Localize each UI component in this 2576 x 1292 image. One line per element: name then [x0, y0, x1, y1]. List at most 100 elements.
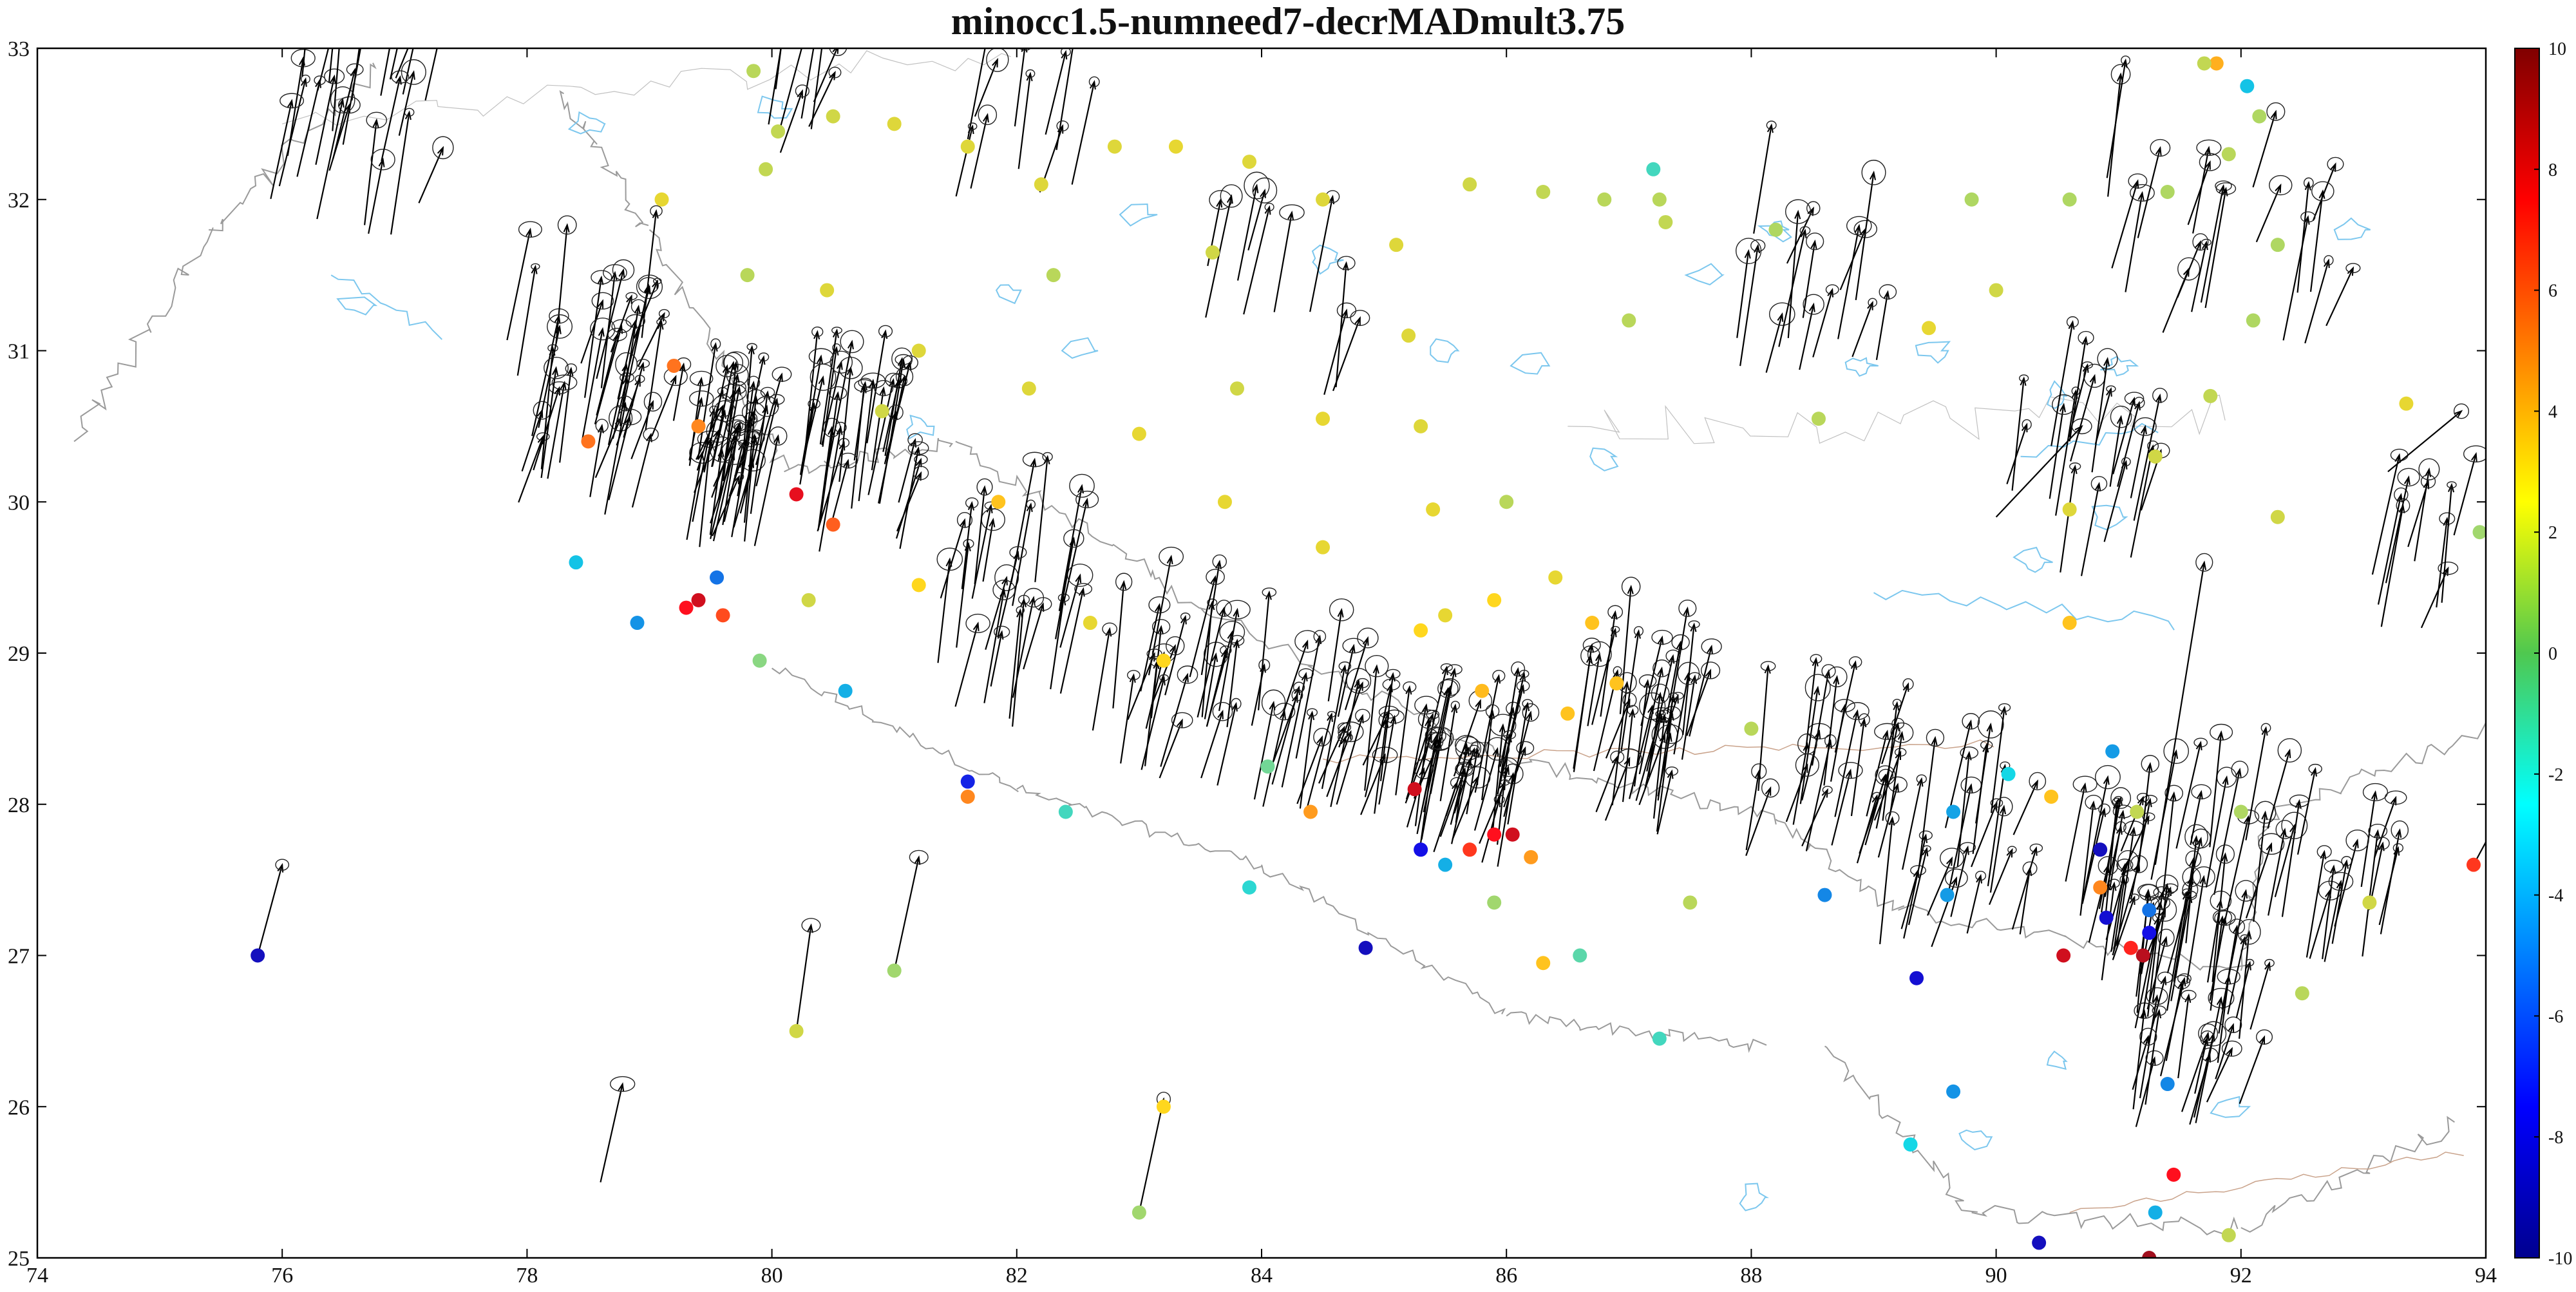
uncertainty-ellipse [817, 16, 834, 30]
uncertainty-ellipse [1613, 666, 1622, 676]
station-layer [251, 56, 2486, 1258]
data-point [2270, 238, 2285, 252]
x-tick-label: 80 [761, 1264, 783, 1287]
uncertainty-ellipse [746, 429, 765, 446]
velocity-arrow [1496, 734, 1511, 845]
uncertainty-ellipse [2114, 795, 2123, 803]
uncertainty-ellipse [1327, 710, 1336, 717]
velocity-arrow [332, 48, 340, 131]
data-point [1573, 948, 1587, 963]
arrow-head [1807, 206, 1814, 216]
velocity-arrow [2166, 892, 2188, 1011]
data-point [1107, 139, 1122, 154]
uncertainty-ellipse [2303, 177, 2314, 189]
velocity-arrow [1364, 666, 1378, 791]
velocity-arrow [1112, 582, 1125, 708]
velocity-arrow [1619, 586, 1632, 714]
uncertainty-ellipse [2328, 871, 2354, 891]
uncertainty-ellipse [2071, 418, 2092, 435]
uncertainty-ellipse [1821, 664, 1836, 678]
arrow-head [1897, 730, 1904, 741]
velocity-arrow [2088, 865, 2109, 943]
data-point [1168, 139, 1183, 154]
uncertainty-ellipse [2007, 846, 2017, 854]
uncertainty-ellipse [815, 0, 827, 11]
arrow-head [1208, 600, 1215, 611]
velocity-arrow [1989, 806, 2005, 893]
data-point [1083, 616, 1097, 631]
arrow-head [1357, 714, 1364, 724]
border-line [559, 90, 649, 227]
velocity-arrow [817, 427, 833, 530]
uncertainty-ellipse [551, 374, 578, 391]
arrow-head [992, 57, 998, 68]
border-line [772, 667, 1019, 793]
uncertainty-ellipse [1902, 678, 1914, 690]
uncertainty-ellipse [2098, 803, 2111, 815]
data-point [691, 593, 706, 607]
data-point [1414, 623, 1428, 638]
data-point [1463, 842, 1477, 857]
velocity-arrow [1605, 699, 1631, 759]
data-point [679, 600, 694, 615]
data-point [654, 192, 669, 207]
velocity-arrow [2081, 809, 2105, 904]
data-point [1426, 502, 1441, 517]
border-line [1971, 1204, 2239, 1237]
uncertainty-ellipse [963, 539, 974, 549]
arrow-head [1349, 643, 1356, 654]
data-point [2252, 109, 2267, 124]
uncertainty-ellipse [2397, 468, 2420, 487]
velocity-arrow [1903, 835, 1927, 939]
colorbar-tick-label: 6 [2548, 281, 2557, 301]
velocity-arrow [1247, 190, 1265, 251]
velocity-arrow [1673, 673, 1690, 755]
y-tick-label: 30 [8, 491, 30, 515]
velocity-arrow [1009, 610, 1021, 719]
arrow-head [300, 77, 307, 87]
uncertainty-ellipse [1088, 76, 1100, 88]
data-point [1646, 162, 1661, 176]
uncertainty-ellipse [1148, 596, 1171, 614]
uncertainty-ellipse [1977, 710, 2004, 739]
arrow-head [2324, 258, 2330, 269]
data-point [1242, 155, 1256, 169]
arrow-head [2222, 775, 2229, 785]
uncertainty-ellipse [2157, 929, 2175, 947]
uncertainty-ellipse [967, 122, 978, 130]
arrow-head [2371, 790, 2378, 800]
uncertainty-ellipse [2221, 1040, 2242, 1057]
velocity-arrow [1226, 640, 1238, 728]
velocity-arrow [1591, 629, 1616, 725]
uncertainty-ellipse [1338, 661, 1352, 671]
velocity-arrow [1736, 251, 1750, 338]
velocity-arrow [686, 452, 703, 540]
arrow-head [748, 345, 755, 355]
arrow-head [1867, 300, 1873, 310]
uncertainty-ellipse [438, 15, 449, 23]
arrow-head [784, 0, 789, 6]
velocity-arrow [819, 427, 842, 552]
velocity-arrow [1059, 575, 1081, 648]
velocity-arrow [1120, 674, 1135, 764]
arrow-head [759, 355, 766, 365]
x-tick-label: 90 [1985, 1264, 2007, 1287]
arrow-head [777, 372, 783, 383]
lake-outline [1757, 220, 1792, 243]
uncertainty-ellipse [1522, 703, 1540, 722]
arrow-head [1613, 669, 1620, 679]
arrow-head [1216, 198, 1223, 208]
velocity-arrow [743, 382, 755, 459]
velocity-arrow [1799, 304, 1815, 370]
velocity-arrow [2249, 962, 2271, 1030]
data-point [960, 774, 975, 789]
data-point [2160, 1077, 2175, 1092]
uncertainty-ellipse [658, 309, 670, 319]
velocity-arrow [2380, 505, 2404, 627]
velocity-arrow [1379, 674, 1394, 781]
arrow-head [2217, 730, 2224, 740]
arrow-head [554, 325, 562, 334]
velocity-arrow [2190, 792, 2202, 846]
data-point [2093, 880, 2108, 895]
velocity-arrow [631, 434, 652, 508]
